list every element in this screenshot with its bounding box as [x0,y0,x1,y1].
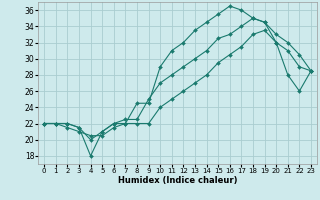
X-axis label: Humidex (Indice chaleur): Humidex (Indice chaleur) [118,176,237,185]
